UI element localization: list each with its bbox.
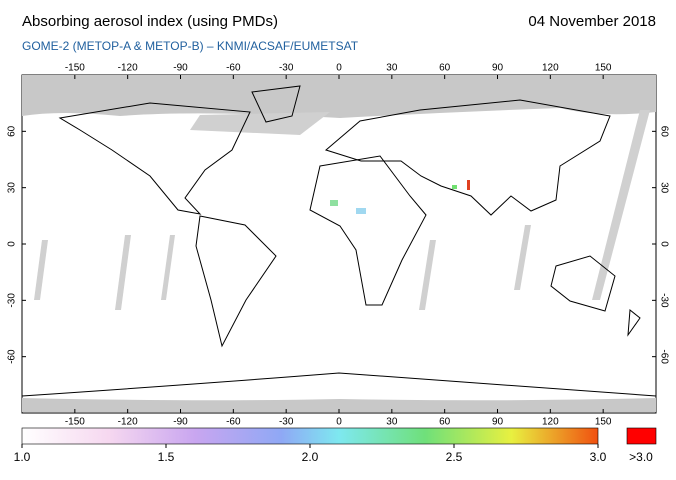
lon-label-bottom: -60	[226, 417, 241, 428]
polar-gap-north	[22, 75, 656, 118]
lon-label-bottom: -30	[279, 417, 294, 428]
lon-label-bottom: -120	[118, 417, 138, 428]
lon-label-top: 90	[492, 63, 504, 74]
map-frame	[21, 74, 657, 414]
lon-label-top: 60	[439, 63, 451, 74]
lat-label-left: 0	[7, 241, 18, 247]
polar-gap-south	[22, 398, 656, 412]
aerosol-spots	[330, 180, 470, 214]
lat-label-right: 60	[658, 126, 669, 138]
lon-label-top: 120	[542, 63, 559, 74]
lon-label-top: -150	[65, 63, 85, 74]
lat-label-left: -60	[7, 349, 18, 364]
lon-label-top: -90	[173, 63, 188, 74]
lat-label-left: 60	[7, 125, 18, 137]
lon-label-bottom: 60	[439, 417, 451, 428]
coastlines	[21, 85, 657, 397]
lon-label-bottom: 90	[492, 417, 504, 428]
lat-label-left: 30	[7, 182, 18, 194]
lon-label-top: -120	[118, 63, 138, 74]
colorbar-label: 3.0	[590, 450, 607, 464]
colorbar	[21, 427, 599, 445]
lon-label-bottom: 120	[542, 417, 559, 428]
lon-label-top: 150	[595, 63, 612, 74]
title: Absorbing aerosol index (using PMDs)	[22, 13, 278, 30]
colorbar-over-label: >3.0	[629, 450, 653, 464]
lon-label-top: 0	[336, 63, 342, 74]
subtitle: GOME-2 (METOP-A & METOP-B) – KNMI/ACSAF/…	[22, 39, 359, 53]
lat-label-right: 0	[658, 241, 669, 247]
date: 04 November 2018	[528, 13, 656, 30]
lon-label-bottom: 0	[336, 417, 342, 428]
lat-label-right: 30	[658, 182, 669, 194]
colorbar-label: 2.0	[302, 450, 319, 464]
lon-label-bottom: -150	[65, 417, 85, 428]
lat-label-left: -30	[7, 293, 18, 308]
colorbar-label: 2.5	[446, 450, 463, 464]
swath-gaps	[34, 110, 650, 310]
lon-label-top: -30	[279, 63, 294, 74]
lon-label-bottom: 30	[386, 417, 398, 428]
lat-label-right: -60	[658, 349, 669, 364]
lon-label-top: 30	[386, 63, 398, 74]
lon-label-bottom: 150	[595, 417, 612, 428]
colorbar-label: 1.0	[14, 450, 31, 464]
colorbar-label: 1.5	[158, 450, 175, 464]
map	[21, 74, 657, 414]
lon-label-bottom: -90	[173, 417, 188, 428]
colorbar-over	[626, 427, 657, 445]
lat-label-right: -30	[658, 293, 669, 308]
lon-label-top: -60	[226, 63, 241, 74]
